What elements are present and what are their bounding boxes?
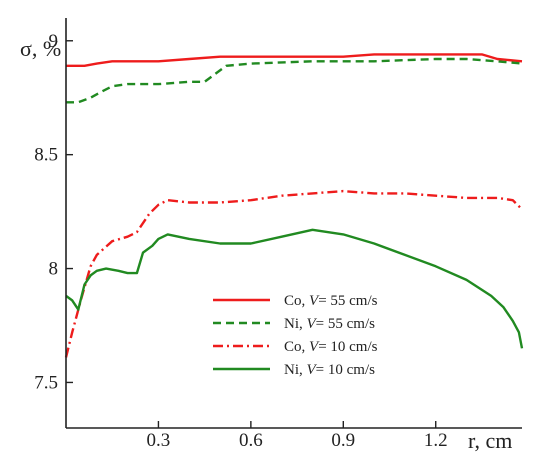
x-tick-label: 1.2 [424, 430, 448, 451]
y-tick-label: 8 [49, 259, 59, 280]
legend-label-2: Ni, V= 55 cm/s [284, 316, 375, 332]
y-tick-label: 7.5 [34, 372, 58, 393]
y-tick-label: 9 [49, 31, 59, 52]
x-tick-label: 0.3 [147, 430, 171, 451]
x-tick-label: 0.6 [239, 430, 263, 451]
legend-label-3: Co, V= 10 cm/s [284, 339, 378, 355]
y-tick-label: 8.5 [34, 145, 58, 166]
legend-label-4: Ni, V= 10 cm/s [284, 362, 375, 378]
series-line-3 [64, 189, 523, 358]
series-line-1 [66, 53, 523, 68]
y-axis-label: σ, % [20, 36, 61, 61]
series-layer [64, 53, 524, 358]
series-line-4 [65, 228, 524, 349]
legend-label-1: Co, V= 55 cm/s [284, 293, 378, 309]
x-axis-label: r, cm [468, 428, 512, 453]
x-tick-label: 0.9 [331, 430, 355, 451]
series-line-2 [66, 57, 523, 104]
ticks-layer: 7.5 8 8.5 9 0.3 0.6 0.9 1.2 [34, 31, 447, 451]
axes-layer [65, 18, 522, 429]
legend: Co, V= 55 cm/s Ni, V= 55 cm/s Co, V= 10 cm… [213, 293, 378, 378]
